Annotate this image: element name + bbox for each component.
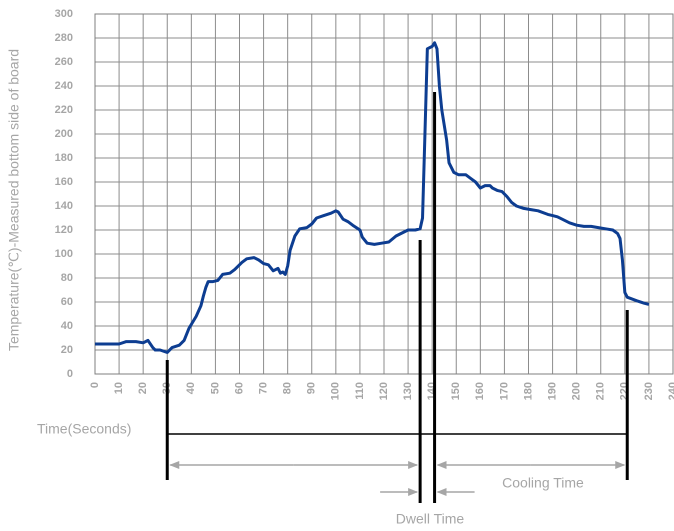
y-tick-label: 240 xyxy=(55,80,73,92)
y-tick-label: 40 xyxy=(61,320,73,332)
y-tick-label: 260 xyxy=(55,56,73,68)
x-tick-label: 150 xyxy=(450,382,462,400)
x-tick-label: 10 xyxy=(113,382,125,394)
x-tick-label: 160 xyxy=(474,382,486,400)
y-tick-label: 80 xyxy=(61,272,73,284)
y-tick-label: 100 xyxy=(55,248,73,260)
temperature-line xyxy=(95,41,650,354)
x-tick-label: 80 xyxy=(282,382,294,394)
x-tick-label: 140 xyxy=(426,382,438,400)
x-tick-label: 240 xyxy=(667,382,674,400)
y-tick-label: 220 xyxy=(55,104,73,116)
x-tick-label: 0 xyxy=(89,382,101,388)
y-tick-label: 300 xyxy=(55,8,73,20)
x-tick-label: 100 xyxy=(330,382,342,400)
x-tick-label: 50 xyxy=(209,382,221,394)
y-tick-label: 120 xyxy=(55,224,73,236)
x-tick-label: 210 xyxy=(595,382,607,400)
x-tick-label: 110 xyxy=(354,382,366,400)
x-axis-label: Time(Seconds) xyxy=(37,421,131,437)
dwell-label: Dwell Time xyxy=(396,511,465,527)
x-tick-label: 220 xyxy=(619,382,631,400)
x-tick-label: 120 xyxy=(378,382,390,400)
y-tick-label: 180 xyxy=(55,152,73,164)
y-tick-label: 60 xyxy=(61,296,73,308)
x-tick-label: 40 xyxy=(185,382,197,394)
x-tick-label: 70 xyxy=(257,382,269,394)
y-axis-label: Temperature(℃)-Measured bottom side of b… xyxy=(6,49,22,351)
x-tick-label: 170 xyxy=(498,382,510,400)
y-tick-label: 280 xyxy=(55,32,73,44)
y-tick-label: 200 xyxy=(55,128,73,140)
x-tick-label: 90 xyxy=(306,382,318,394)
y-tick-label: 160 xyxy=(55,176,73,188)
x-tick-label: 190 xyxy=(546,382,558,400)
x-tick-label: 130 xyxy=(402,382,414,400)
x-tick-label: 200 xyxy=(571,382,583,400)
x-tick-label: 180 xyxy=(522,382,534,400)
plot-frame xyxy=(94,13,674,375)
cooling-label: Cooling Time xyxy=(502,475,584,491)
y-tick-label: 140 xyxy=(55,200,73,212)
x-tick-label: 230 xyxy=(643,382,655,400)
x-tick-label: 60 xyxy=(233,382,245,394)
x-tick-label: 20 xyxy=(137,382,149,394)
y-tick-label: 0 xyxy=(67,368,73,380)
y-tick-label: 20 xyxy=(61,344,73,356)
